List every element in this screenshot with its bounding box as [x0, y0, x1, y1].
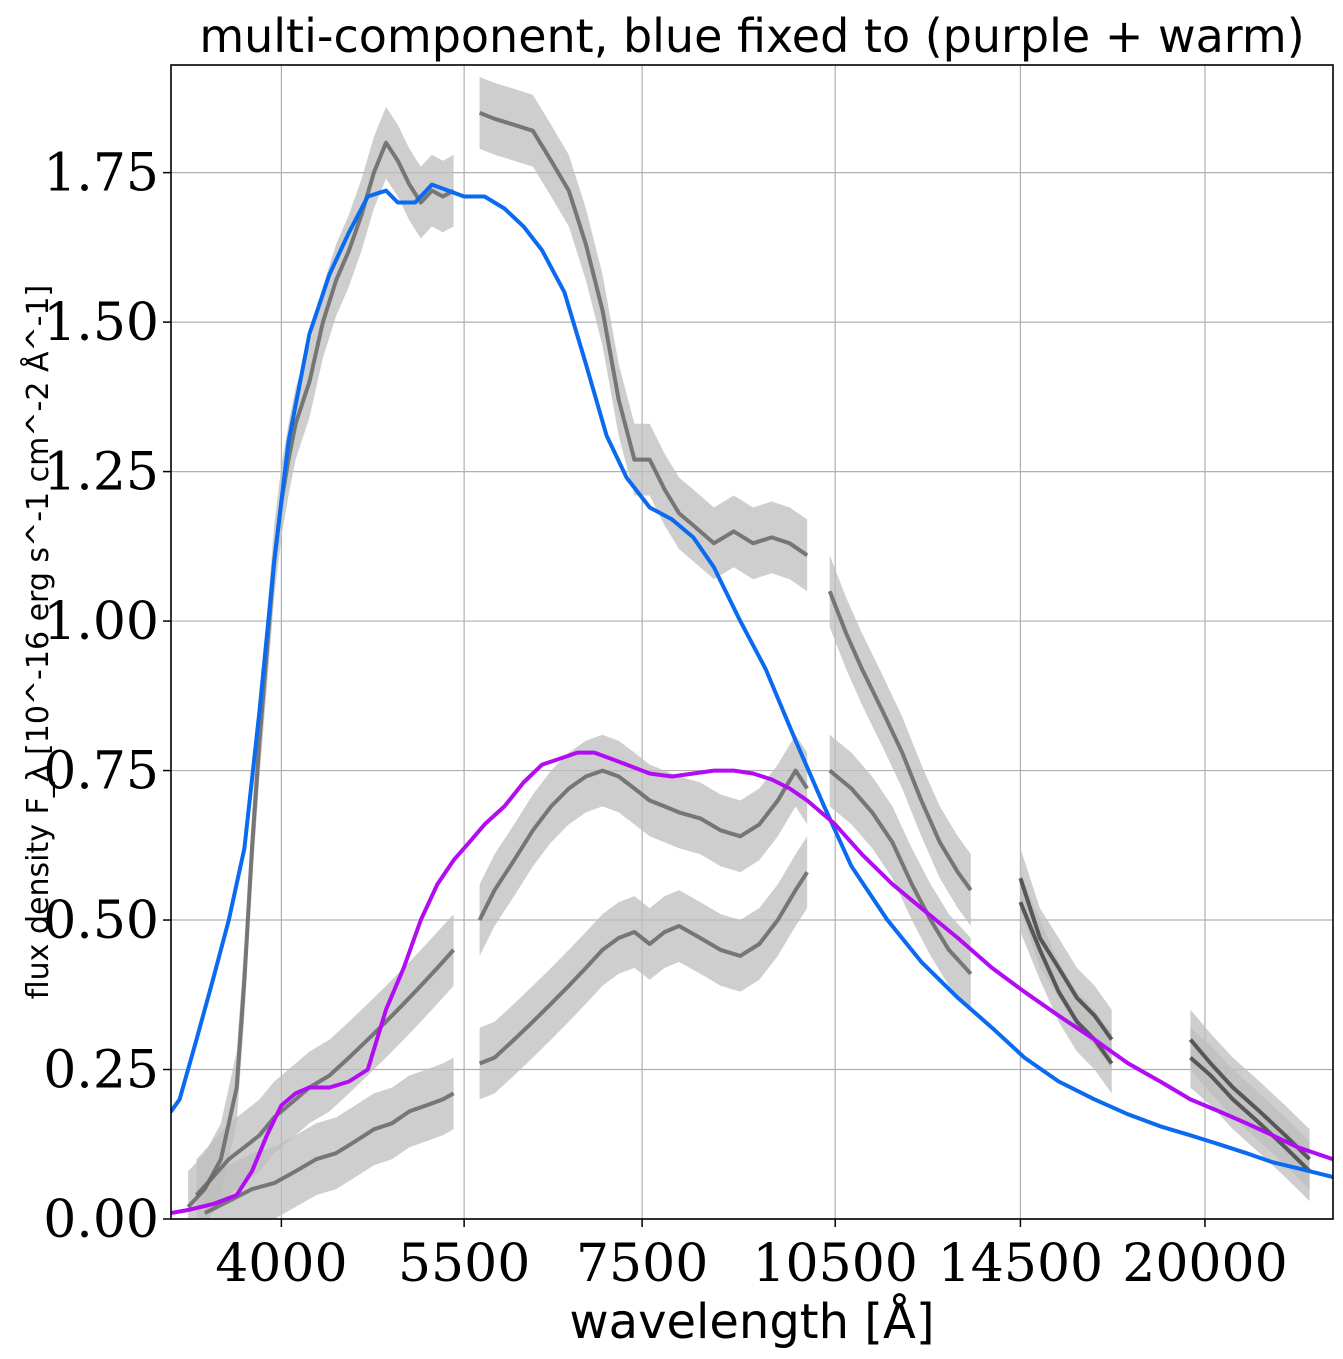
grid-lines [171, 65, 1333, 1220]
observed_1-line [827, 590, 973, 892]
plot-frame [170, 64, 1334, 1220]
observed_3-line [478, 871, 809, 1066]
blue-model-line [171, 182, 1333, 1180]
observed_ir-line [1188, 1038, 1311, 1161]
observed_2-line [477, 768, 809, 921]
observed_2-band [196, 914, 454, 1219]
observed_ir-line [1018, 877, 1114, 1041]
y-tick-label: 0.75 [43, 742, 159, 802]
x-tick-label: 10500 [752, 1234, 917, 1294]
x-tick-label: 20000 [1122, 1234, 1287, 1294]
observed_1-line [478, 110, 809, 557]
observed_3-band [204, 1057, 454, 1219]
y-tick-label: 1.50 [43, 293, 159, 353]
y-tick-label: 1.25 [43, 443, 159, 503]
x-axis-label: wavelength [Å] [569, 1293, 934, 1350]
observed_2-band [479, 734, 808, 956]
y-tick-label: 1.75 [43, 144, 159, 204]
observed_2-line [828, 769, 973, 976]
chart-title: multi-component, blue fixed to (purple +… [199, 9, 1304, 63]
observed_3-line [203, 1091, 455, 1215]
x-tick-label: 5500 [398, 1234, 530, 1294]
x-tick-label: 4000 [215, 1234, 347, 1294]
x-axis-ticks: 4000 5500 7500 10500 14500 20000 [215, 1219, 1288, 1294]
observed_ir-line [1189, 1056, 1312, 1173]
x-tick-label: 7500 [576, 1234, 708, 1294]
y-tick-label: 0.25 [43, 1041, 159, 1101]
x-tick-label: 14500 [938, 1234, 1103, 1294]
observed_2-line [195, 948, 456, 1197]
observed_1-line [186, 140, 455, 1209]
observed_3-band [479, 836, 808, 1100]
purple-model-line [171, 750, 1333, 1215]
y-axis-ticks: 0.00 0.25 0.50 0.75 1.00 1.25 1.50 1.75 [43, 144, 171, 1250]
observed_1-band [479, 77, 808, 592]
y-tick-label: 0.50 [43, 891, 159, 951]
y-tick-label: 1.00 [43, 592, 159, 652]
y-tick-label: 0.00 [43, 1190, 159, 1250]
y-axis-label: flux density F_λ [10^-16 erg s^-1 cm^-2 … [20, 285, 56, 999]
series-lines [171, 110, 1333, 1215]
